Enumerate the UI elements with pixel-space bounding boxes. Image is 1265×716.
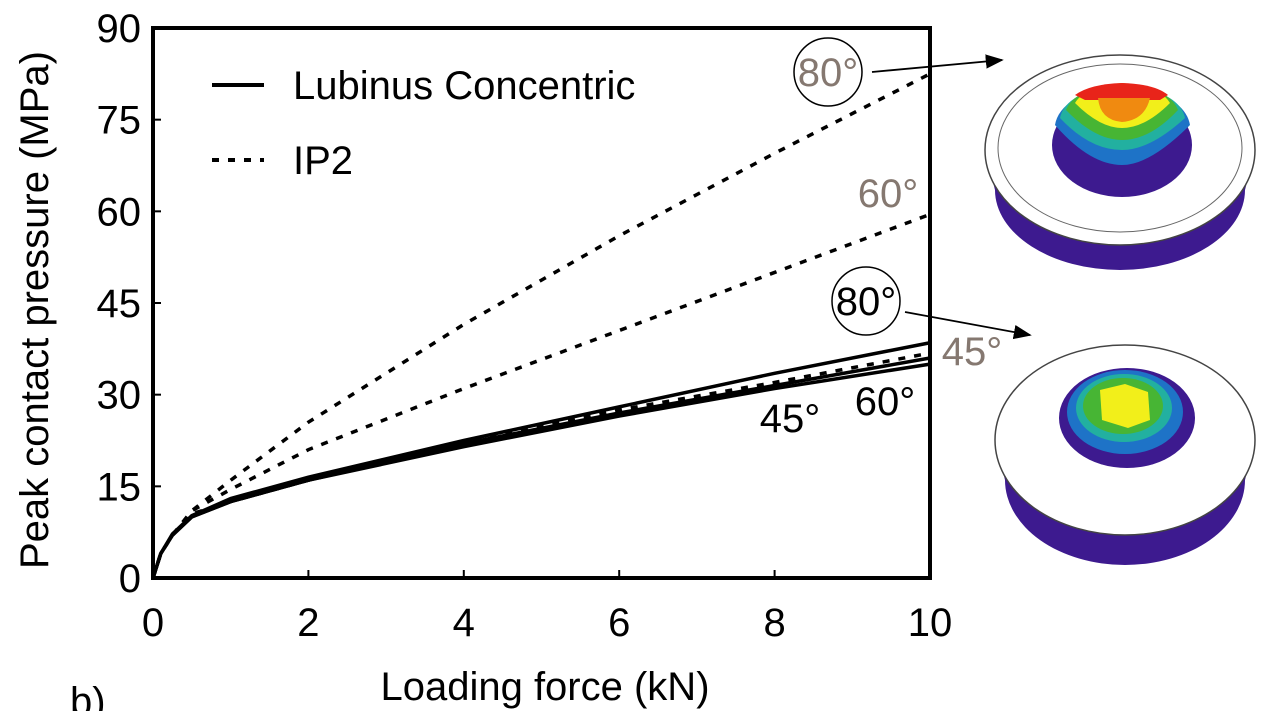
x-tick-label: 6 [608,601,630,645]
y-tick-label: 75 [97,99,142,143]
y-tick-label: 15 [97,465,142,509]
chart: b) Loading force (kN) Peak contact press… [0,0,1265,711]
label-arrow [872,60,1002,72]
contour-image-top [985,55,1255,270]
y-axis-label: Peak contact pressure (MPa) [13,51,57,569]
x-tick-label: 4 [453,601,475,645]
y-tick-label: 90 [97,7,142,51]
x-tick-label: 2 [297,601,319,645]
y-tick-label: 0 [119,557,141,601]
page: b) Loading force (kN) Peak contact press… [0,0,1265,716]
legend-label: IP2 [293,139,353,183]
y-tick-label: 45 [97,282,142,326]
panel-label: b) [70,680,106,711]
series-label: 60° [858,172,919,216]
y-tick-label: 30 [97,374,142,418]
x-tick-label: 10 [908,601,953,645]
x-tick-label: 0 [142,601,164,645]
x-tick-label: 8 [763,601,785,645]
legend-label: Lubinus Concentric [293,64,635,108]
series-label: 80° [836,280,897,324]
data-line [153,74,930,578]
plot-frame [153,28,930,578]
data-line [153,353,930,578]
series-label: 45° [942,330,1003,374]
series-label: 80° [798,51,859,95]
series-label: 45° [760,397,821,441]
contour-image-bottom [995,345,1255,565]
x-axis-label: Loading force (kN) [380,665,709,709]
y-tick-label: 60 [97,190,142,234]
data-line [153,358,930,578]
series-label: 60° [855,380,916,424]
